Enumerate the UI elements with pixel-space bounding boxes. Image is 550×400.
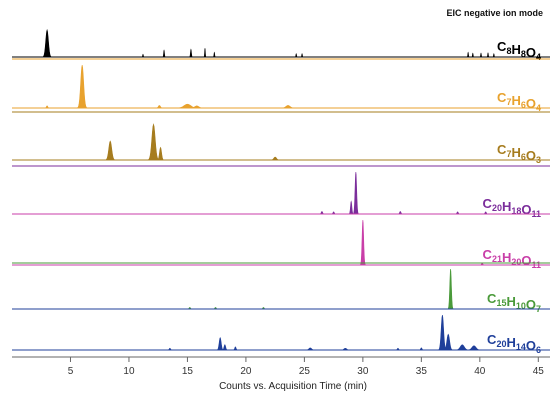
x-axis-label: Counts vs. Acquisition Time (min) — [219, 381, 367, 392]
peak-6 — [279, 105, 297, 109]
series-label: C21H20O11 — [483, 247, 541, 270]
series-label: C7H6O4 — [497, 90, 541, 113]
peak-4 — [221, 344, 229, 351]
x-tick-label: 35 — [416, 366, 428, 377]
peak-12 — [486, 52, 490, 58]
x-tick-label: 10 — [123, 366, 135, 377]
peak-9 — [466, 51, 470, 58]
x-tick-label: 15 — [182, 366, 194, 377]
peak-6 — [212, 51, 216, 58]
panel-1: C8H8O4 — [12, 28, 550, 62]
panel-5: C21H20O11 — [12, 213, 550, 270]
x-tick-label: 45 — [533, 366, 545, 377]
series-label: C8H8O4 — [497, 39, 541, 62]
peak-1 — [359, 219, 367, 266]
peak-2 — [442, 333, 454, 351]
peak-7 — [465, 345, 483, 351]
peak-5 — [188, 105, 206, 109]
peak-1 — [41, 28, 53, 58]
x-axis: 5 10 15 20 25 30 35 40 45 — [12, 356, 550, 377]
peak-8 — [300, 53, 304, 58]
x-tick-label: 40 — [474, 366, 486, 377]
peak-11 — [395, 347, 401, 351]
panel-7: C20H14O6 — [12, 308, 550, 355]
peak-1 — [104, 140, 117, 161]
annotation-label: EIC negative ion mode — [446, 8, 543, 18]
peak-10 — [471, 52, 475, 58]
peak-9 — [304, 347, 316, 351]
peak-2 — [44, 105, 50, 109]
x-tick-label: 20 — [240, 366, 252, 377]
peak-8 — [167, 347, 173, 351]
peak-1 — [75, 64, 89, 109]
peak-2 — [141, 53, 145, 58]
series-label: C20H14O6 — [487, 332, 541, 355]
chromatogram-panels: C8H8O4C7H6O4C7H6O3C20H18O11C21H20O11C15H… — [12, 28, 550, 355]
peak-10 — [339, 347, 351, 351]
peak-4 — [188, 48, 193, 58]
panel-3: C7H6O3 — [12, 111, 550, 165]
panel-2: C7H6O4 — [12, 58, 550, 113]
peak-3 — [155, 105, 164, 109]
peak-12 — [418, 347, 425, 351]
peak-3 — [162, 49, 166, 58]
x-tick-label: 25 — [299, 366, 311, 377]
x-tick-label: 30 — [357, 366, 369, 377]
peak-13 — [492, 53, 496, 58]
x-tick-label: 5 — [68, 366, 74, 377]
peak-5 — [203, 48, 207, 58]
series-label: C7H6O3 — [497, 142, 541, 165]
peak-11 — [479, 52, 483, 58]
peak-3 — [156, 146, 165, 161]
peak-4 — [269, 156, 281, 161]
peak-7 — [294, 53, 298, 58]
peak-5 — [232, 346, 239, 351]
